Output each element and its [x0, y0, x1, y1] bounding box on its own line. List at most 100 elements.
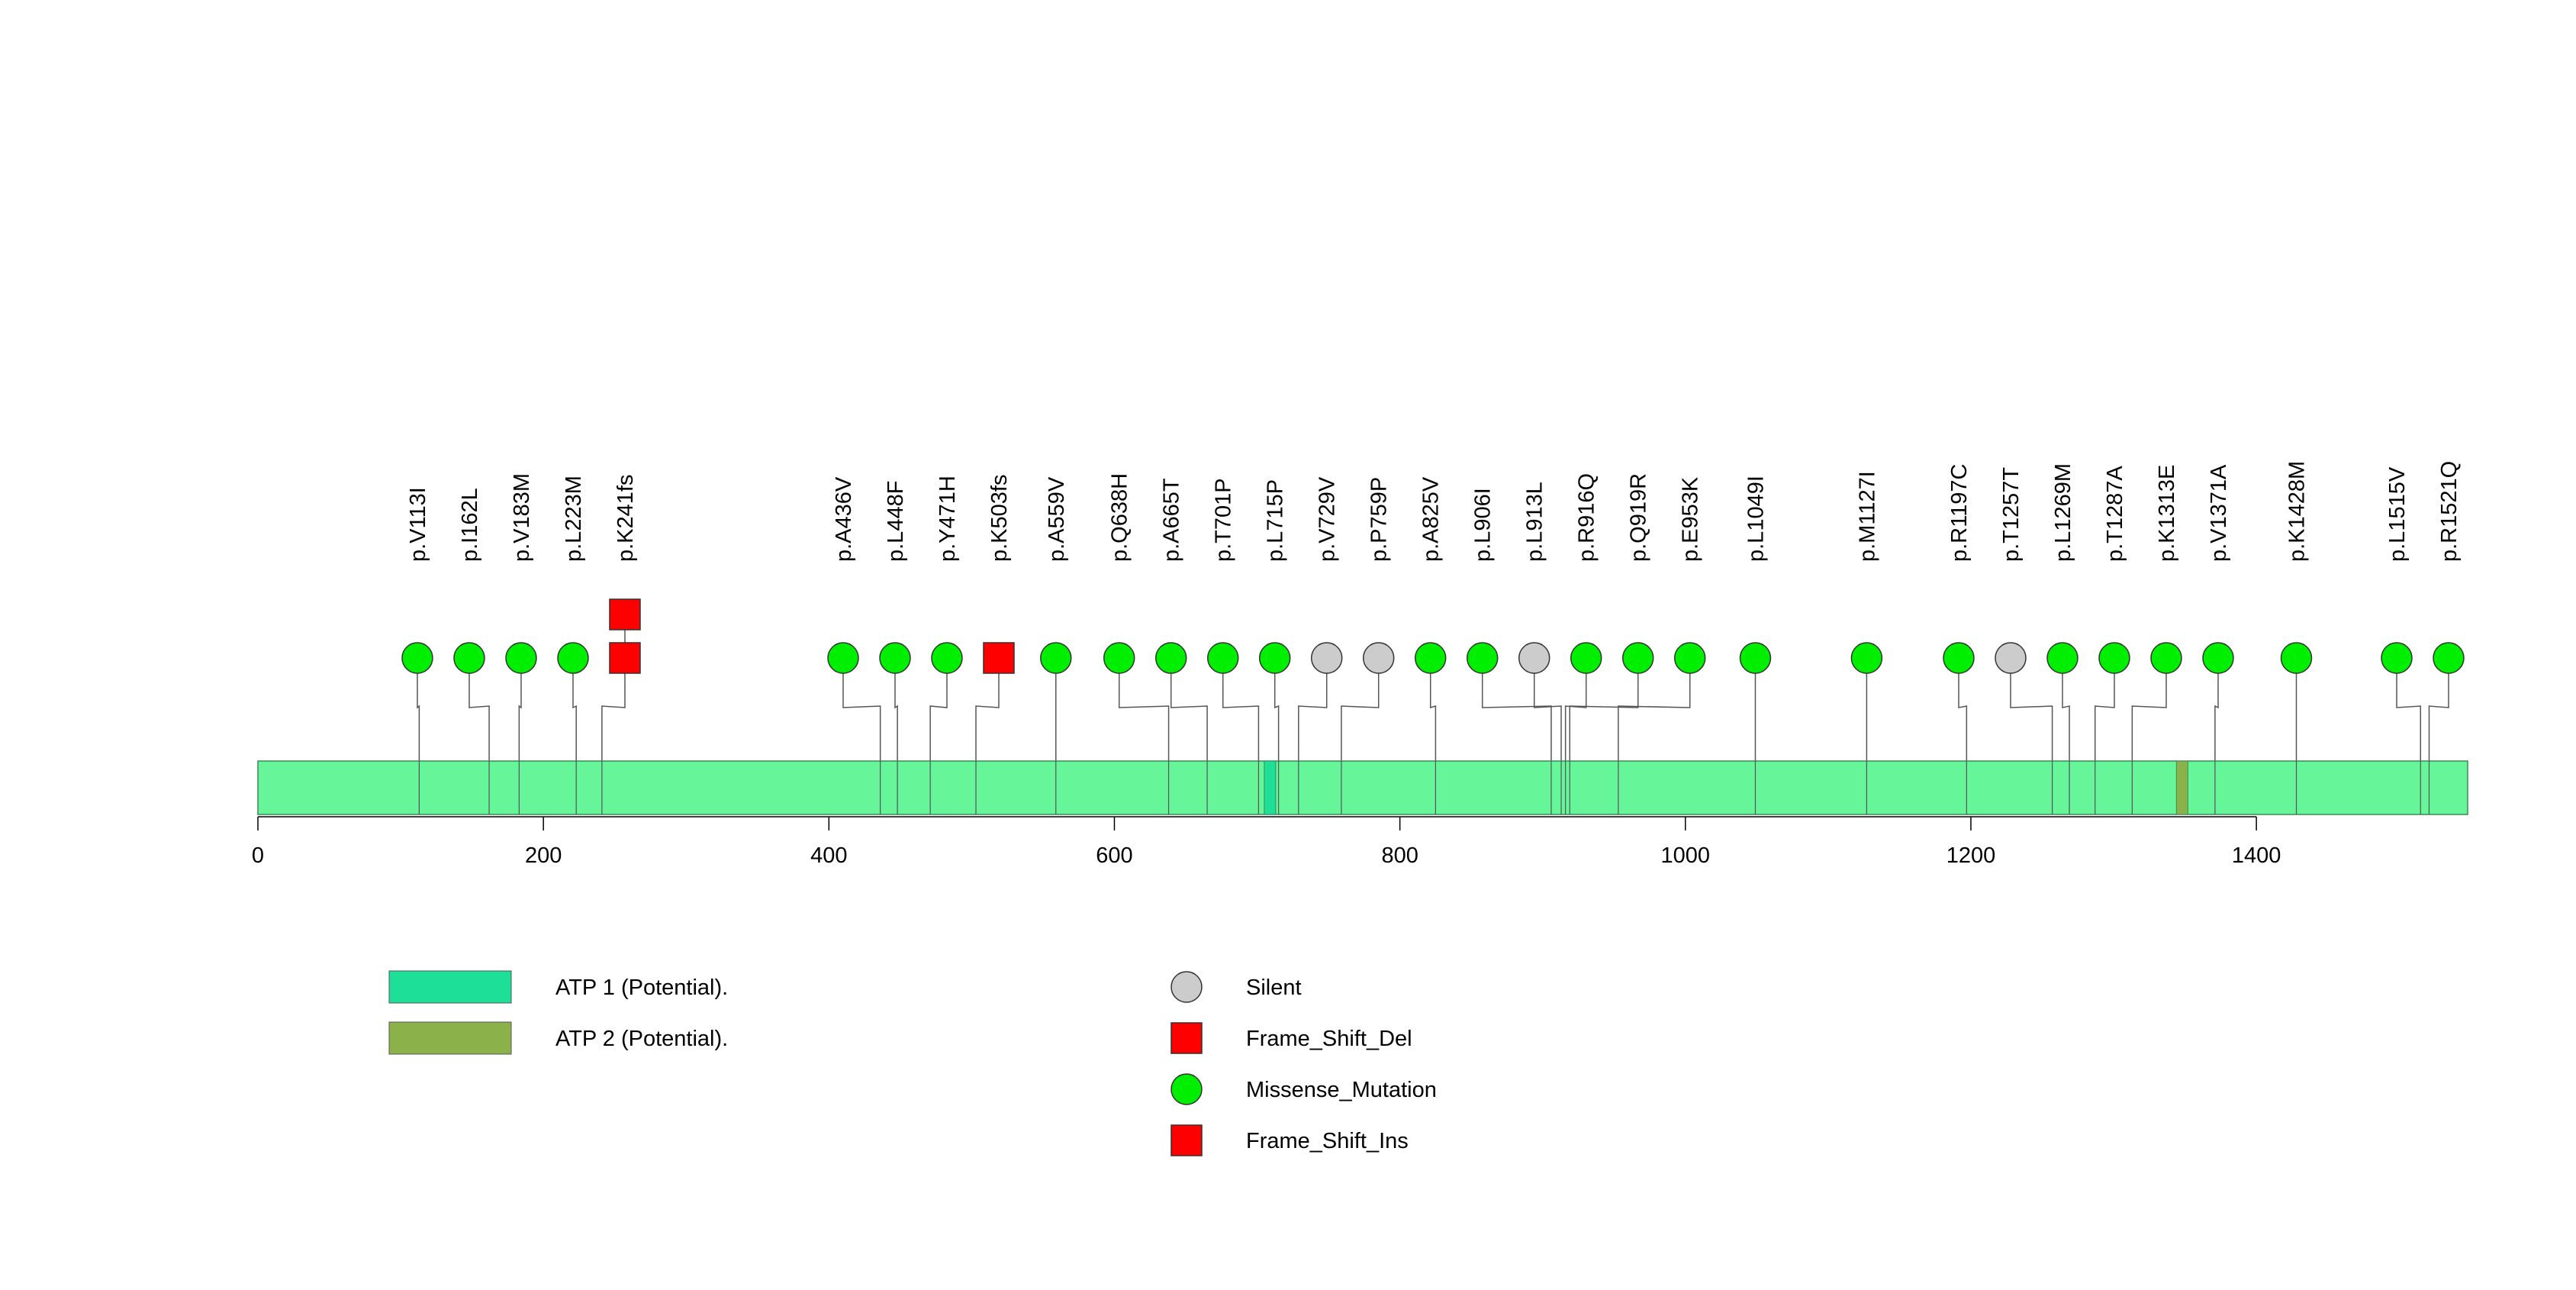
mutation-marker-circle [1310, 642, 1343, 674]
protein-layer [257, 760, 2468, 815]
mutation-marker-circle [1362, 642, 1395, 674]
mutation-label: p.T1287A [2103, 466, 2127, 562]
mutation-marker-square [609, 598, 641, 630]
mutation-stem [518, 643, 522, 761]
legend-marker-circle [1170, 971, 1203, 1003]
mutation-marker-circle [2202, 642, 2234, 674]
legend-domain-swatch [388, 970, 512, 1004]
mutation-label: p.A559V [1045, 476, 1069, 562]
axis-tick-label: 1000 [1661, 843, 1711, 868]
mutation-marker-circle [1673, 642, 1706, 674]
mutation-label: p.K1313E [2155, 465, 2179, 562]
mutation-label: p.I162L [458, 488, 482, 562]
mutation-label: p.L906I [1471, 488, 1496, 562]
mutation-marker-circle [1995, 642, 2027, 674]
mutation-marker-circle [1943, 642, 1975, 674]
mutation-stem [1222, 643, 1260, 761]
mutation-stem [1533, 643, 1562, 761]
legend-domain-label: ATP 2 (Potential). [555, 1027, 728, 1051]
mutation-stem [1958, 643, 1968, 761]
mutation-marker-circle [1206, 642, 1239, 674]
axis-tick-label: 800 [1381, 843, 1418, 868]
axis-tick-label: 400 [810, 843, 847, 868]
axis-tick-label: 600 [1096, 843, 1132, 868]
mutation-label: p.Y471H [935, 476, 960, 562]
mutation-label: p.Q638H [1108, 473, 1132, 562]
mutation-label: p.L1515V [2385, 466, 2410, 562]
mutation-marker-circle [827, 642, 859, 674]
legend-marker-square [1170, 1124, 1203, 1156]
mutation-stem [1118, 643, 1170, 761]
mutation-label: p.P759P [1367, 477, 1392, 562]
x-axis: 0 200 400 600 800 1000 1200 1400 [252, 816, 2281, 868]
mutation-label: p.K1428M [2285, 461, 2310, 562]
mutation-marker-circle [1103, 642, 1135, 674]
mutation-stem [2214, 643, 2219, 761]
legend-mutation-label: Missense_Mutation [1246, 1078, 1437, 1102]
mutation-marker-circle [1414, 642, 1447, 674]
mutation-marker-circle [1466, 642, 1499, 674]
mutation-stem [975, 643, 1000, 761]
domain-2 [2175, 760, 2188, 815]
mutation-stem [1481, 643, 1552, 761]
mutation-stem [469, 643, 490, 761]
mutation-marker-circle [1850, 642, 1883, 674]
mutation-marker-circle [2098, 642, 2130, 674]
legend-mutation-label: Frame_Shift_Del [1246, 1027, 1412, 1051]
mutation-label: p.L223M [562, 476, 586, 562]
mutation-label: p.T701P [1212, 478, 1236, 562]
mutation-marker-circle [1258, 642, 1291, 674]
mutation-marker-circle [2150, 642, 2182, 674]
mutation-label: p.E953K [1679, 476, 1703, 562]
mutation-stem [2010, 643, 2053, 761]
legend-domain-label: ATP 1 (Potential). [555, 976, 728, 1000]
mutation-marker-circle [1621, 642, 1654, 674]
mutation-stem [842, 643, 881, 761]
mutation-label: p.A665T [1160, 478, 1184, 562]
legend: ATP 1 (Potential). ATP 2 (Potential). Sile… [388, 970, 1437, 1156]
mutation-stem [2062, 643, 2070, 761]
mutation-marker-circle [505, 642, 537, 674]
mutation-label: p.K503fs [987, 475, 1012, 562]
mutation-label: p.M1127I [1855, 471, 1879, 562]
mutation-stem [1274, 643, 1280, 761]
mutation-label: p.R916Q [1575, 473, 1599, 562]
mutation-marker-circle [1570, 642, 1602, 674]
mutation-stem [1341, 643, 1380, 761]
mutation-label: p.L715P [1264, 479, 1288, 562]
mutation-marker-circle [2381, 642, 2413, 674]
mutation-stem [1170, 643, 1208, 761]
axis-tick-label: 1200 [1946, 843, 1996, 868]
legend-mutation-label: Frame_Shift_Ins [1246, 1129, 1409, 1153]
legend-marker-square [1170, 1022, 1203, 1054]
mutation-label: p.R1197C [1947, 464, 1972, 562]
mutation-label: p.R1521Q [2437, 461, 2462, 562]
protein-bar [257, 760, 2468, 815]
mutation-label: p.V729V [1315, 476, 1340, 562]
mutation-label: p.V1371A [2207, 464, 2231, 562]
mutation-stem [2131, 643, 2167, 761]
mutation-marker-circle [879, 642, 911, 674]
mutation-stem [1569, 643, 1639, 761]
stem-layer [417, 599, 2449, 761]
mutation-marker-square [983, 642, 1015, 674]
mutation-label: p.A825V [1419, 476, 1444, 562]
mutation-marker-circle [557, 642, 589, 674]
mutation-label: p.T1257T [1999, 467, 2024, 562]
mutation-stem [2396, 643, 2422, 761]
legend-mutation-label: Silent [1246, 976, 1302, 1000]
mutation-marker-circle [931, 642, 963, 674]
mutation-marker-circle [453, 642, 485, 674]
legend-domain-swatch [388, 1021, 512, 1055]
mutation-label: p.Q919R [1627, 473, 1651, 562]
domain-1 [1264, 760, 1277, 815]
mutation-stem [1618, 643, 1691, 761]
mutation-marker-circle [2046, 642, 2079, 674]
mutation-label-layer: p.V113I p.I162L p.V183M p.L223M p.K241fs p.A4… [406, 461, 2462, 562]
mutation-stem [1564, 643, 1587, 761]
mutation-marker-square [609, 642, 641, 674]
mutation-marker-circle [2433, 642, 2465, 674]
mutation-marker-circle [1739, 642, 1772, 674]
mutation-marker-circle [1518, 642, 1550, 674]
mutation-label: p.L1049I [1744, 476, 1768, 562]
